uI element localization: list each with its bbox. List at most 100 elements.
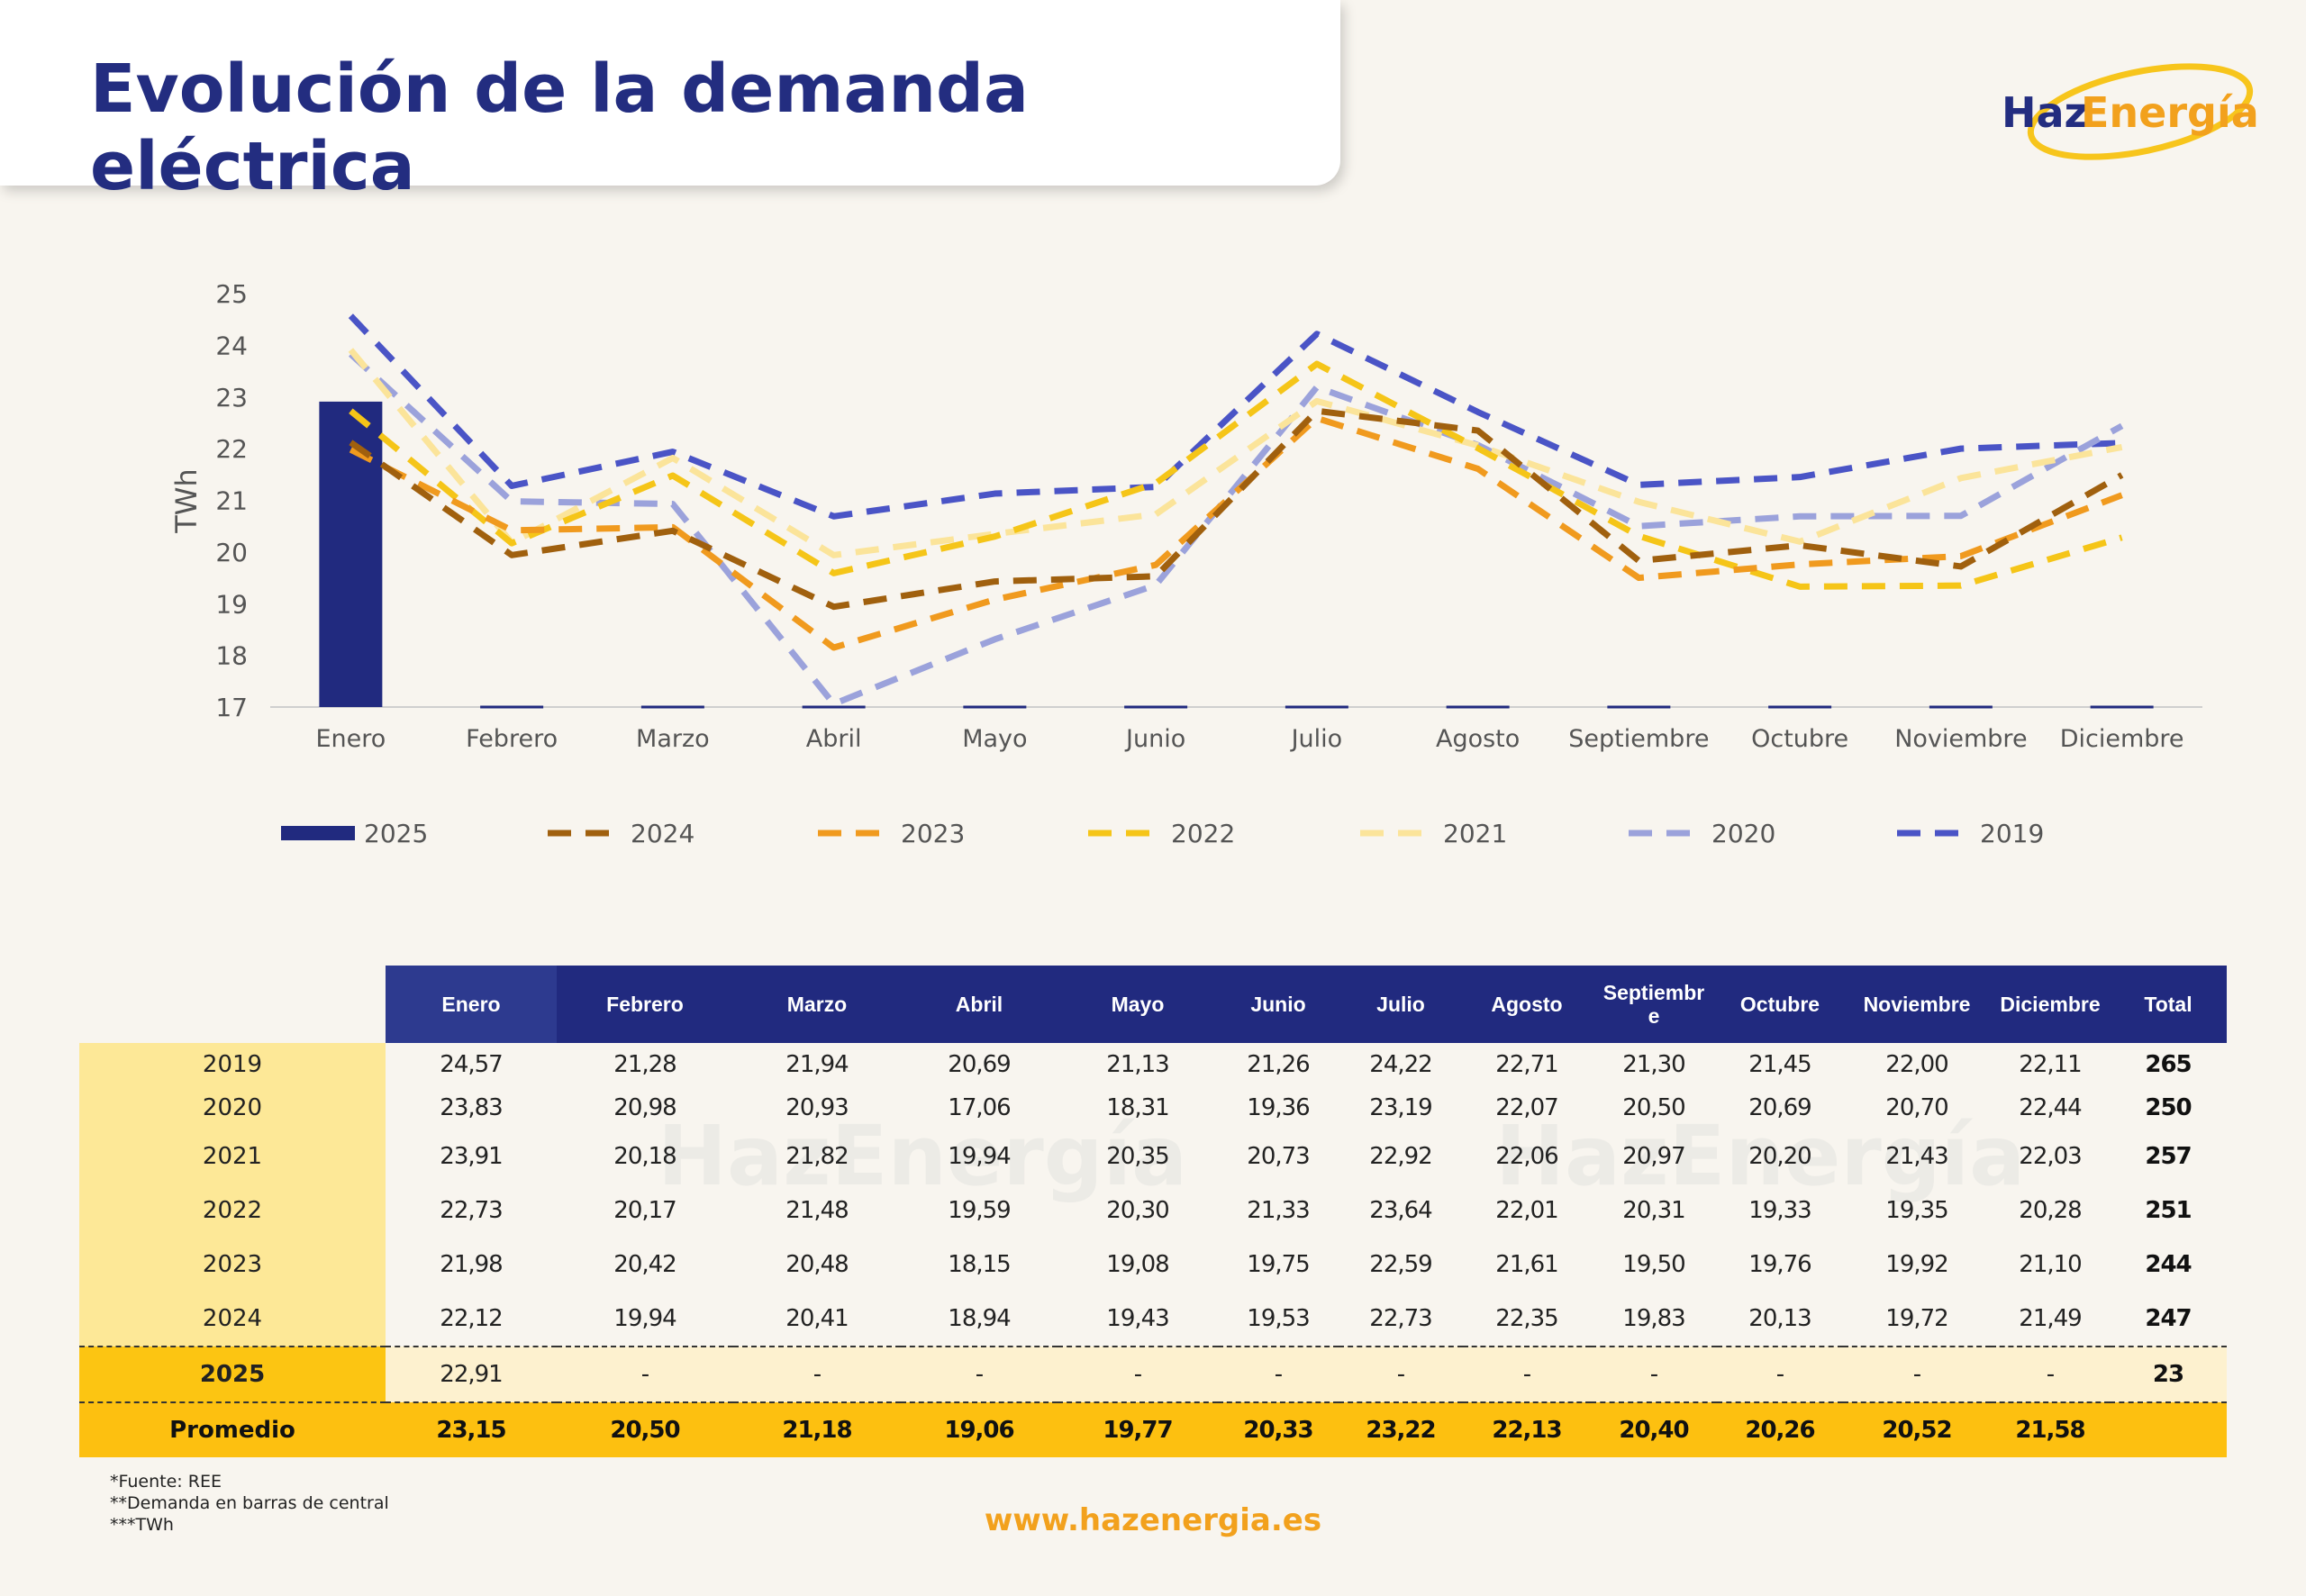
y-tick-label: 23 xyxy=(215,383,248,413)
y-tick-label: 24 xyxy=(215,331,248,360)
table-cell: 20,35 xyxy=(1106,1143,1169,1170)
table-cell: 20,69 xyxy=(1748,1094,1811,1121)
table-cell: - xyxy=(1843,1346,1991,1403)
legend-item-2024: 2024 xyxy=(548,819,695,848)
table-header-month: Febrero xyxy=(557,966,733,1043)
table-cell: - xyxy=(1218,1346,1339,1403)
table-cell: 22,92 xyxy=(1369,1143,1432,1170)
table-cell: 19,59 xyxy=(948,1197,1011,1224)
average-cell: 19,77 xyxy=(1058,1402,1218,1457)
table-header-total: Total xyxy=(2110,966,2227,1043)
table-cell: 20,18 xyxy=(613,1143,676,1170)
legend-item-2022: 2022 xyxy=(1088,819,1235,848)
row-year-label: 2024 xyxy=(79,1292,386,1347)
hazenergia-logo: Haz Energía xyxy=(2002,63,2259,160)
table-cell: 18,94 xyxy=(948,1305,1011,1332)
average-cell: 20,50 xyxy=(557,1402,733,1457)
table-cell: 22,01 xyxy=(1495,1197,1558,1224)
table-cell: 19,94 xyxy=(948,1143,1011,1170)
table-cell: - xyxy=(1058,1346,1218,1403)
table-cell: 22,44 xyxy=(2019,1094,2082,1121)
table-cell: 20,28 xyxy=(2019,1197,2082,1224)
table-cell: 22,12 xyxy=(440,1305,503,1332)
y-tick-label: 25 xyxy=(215,279,248,309)
table-cell: 21,45 xyxy=(1748,1051,1811,1078)
table-cell: 19,76 xyxy=(1748,1251,1811,1278)
table-cell: 21,30 xyxy=(1622,1051,1685,1078)
y-tick-label: 17 xyxy=(215,693,248,722)
table-cell: 20,73 xyxy=(1247,1143,1310,1170)
header-card: Evolución de la demanda eléctrica xyxy=(0,0,1340,205)
y-tick-label: 19 xyxy=(215,589,248,619)
demand-table: Enero Febrero Marzo Abril Mayo Junio Julio Agos… xyxy=(79,966,2227,1457)
website-link[interactable]: www.hazenergia.es xyxy=(984,1502,1322,1538)
table-cell: 19,75 xyxy=(1247,1251,1310,1278)
table-cell: 19,53 xyxy=(1247,1305,1310,1332)
table-cell: 20,42 xyxy=(613,1251,676,1278)
table-cell: 20,31 xyxy=(1622,1197,1685,1224)
table-header-month: Noviembre xyxy=(1843,966,1991,1043)
table-cell: 21,49 xyxy=(2019,1305,2082,1332)
table-header-month: Abril xyxy=(901,966,1058,1043)
legend-item-2019: 2019 xyxy=(1897,819,2044,848)
table-cell: 22,73 xyxy=(1369,1305,1432,1332)
footnote-source: *Fuente: REE xyxy=(110,1472,222,1492)
x-tick-label: Febrero xyxy=(466,725,558,753)
average-cell xyxy=(2110,1402,2227,1457)
table-header-corner xyxy=(79,966,386,1043)
table-cell: 24,22 xyxy=(1369,1051,1432,1078)
average-cell: 22,13 xyxy=(1463,1402,1591,1457)
table-header-month: Agosto xyxy=(1463,966,1591,1043)
row-year-label: 2021 xyxy=(79,1129,386,1183)
line-series-2023 xyxy=(349,414,2123,651)
x-tick-label: Diciembre xyxy=(2060,725,2184,753)
table-cell: 22,03 xyxy=(2019,1143,2082,1170)
y-tick-label: 22 xyxy=(215,434,248,464)
chart-lines xyxy=(348,313,2124,708)
line-series-2022 xyxy=(349,360,2123,590)
table-cell: 19,50 xyxy=(1622,1251,1685,1278)
table-cell: 21,10 xyxy=(2019,1251,2082,1278)
table-cell: - xyxy=(733,1346,901,1403)
y-axis-label: TWh xyxy=(169,468,204,533)
table-cell: 24,57 xyxy=(440,1051,503,1078)
average-cell: 19,06 xyxy=(901,1402,1058,1457)
chart-axes: 17 18 19 20 21 22 23 24 25 TWh Enero Febrero Marzo Ab… xyxy=(169,279,2202,753)
x-tick-label: Agosto xyxy=(1436,725,1520,753)
table-cell: - xyxy=(1717,1346,1843,1403)
table-header-month: Octubre xyxy=(1717,966,1843,1043)
legend-item-2020: 2020 xyxy=(1629,819,1775,848)
table-cell: - xyxy=(901,1346,1058,1403)
table-cell: 23,83 xyxy=(440,1094,503,1121)
table-cell: 19,33 xyxy=(1748,1197,1811,1224)
table-cell: 21,94 xyxy=(785,1051,849,1078)
table-header-month: Diciembre xyxy=(1991,966,2110,1043)
table-cell: 18,15 xyxy=(948,1251,1011,1278)
x-tick-label: Abril xyxy=(806,725,862,753)
table-cell: 22,91 xyxy=(386,1346,557,1403)
table-cell: - xyxy=(557,1346,733,1403)
row-year-label: 2022 xyxy=(79,1183,386,1238)
table-cell: 21,43 xyxy=(1885,1143,1948,1170)
average-row: Promedio 23,15 20,50 21,18 19,06 19,77 20,33 23… xyxy=(79,1402,2227,1457)
table-cell: 22,06 xyxy=(1495,1143,1558,1170)
legend-label: 2020 xyxy=(1711,819,1775,848)
table-header-month: Septiembr e xyxy=(1591,966,1717,1043)
row-total-cell: 250 xyxy=(2145,1094,2192,1121)
legend-item-2025: 2025 xyxy=(281,819,428,848)
table-header-row: Enero Febrero Marzo Abril Mayo Junio Julio Agos… xyxy=(79,966,2227,1043)
footnote-unit: ***TWh xyxy=(110,1515,174,1535)
x-tick-label: Octubre xyxy=(1751,725,1848,753)
table-cell: 19,94 xyxy=(613,1305,676,1332)
table-cell: 20,48 xyxy=(785,1251,849,1278)
table-cell: 21,48 xyxy=(785,1197,849,1224)
page-title: Evolución de la demanda eléctrica xyxy=(90,50,1029,205)
table-cell: 22,11 xyxy=(2019,1051,2082,1078)
table-row: 2025 22,91- - - - - - - - - - -23 xyxy=(79,1346,2227,1403)
row-year-label: 2019 xyxy=(79,1043,386,1086)
footnote-demand: **Demanda en barras de central xyxy=(110,1493,389,1513)
table-cell: 20,20 xyxy=(1748,1143,1811,1170)
table-cell: 21,82 xyxy=(785,1143,849,1170)
table-cell: 17,06 xyxy=(948,1094,1011,1121)
